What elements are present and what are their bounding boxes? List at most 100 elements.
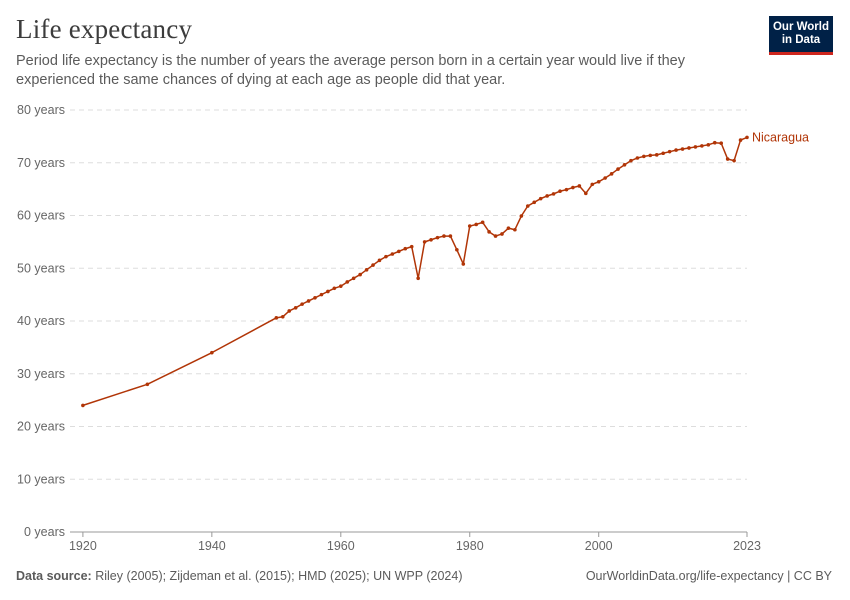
data-point[interactable] bbox=[319, 292, 324, 297]
data-point[interactable] bbox=[210, 350, 214, 355]
data-point[interactable] bbox=[745, 135, 749, 140]
data-point[interactable] bbox=[596, 179, 601, 184]
x-axis: 1920 1940 1960 1980 2000 2023 bbox=[69, 531, 761, 553]
data-point[interactable] bbox=[706, 143, 711, 147]
data-point[interactable] bbox=[403, 246, 408, 251]
data-point[interactable] bbox=[332, 286, 337, 291]
x-tick-label: 2000 bbox=[585, 539, 613, 553]
data-point[interactable] bbox=[622, 163, 627, 167]
y-tick-label: 60 years bbox=[17, 209, 65, 223]
data-point[interactable] bbox=[564, 187, 569, 192]
data-point[interactable] bbox=[345, 280, 350, 284]
data-point[interactable] bbox=[661, 151, 665, 156]
grid-lines bbox=[70, 109, 747, 480]
data-point[interactable] bbox=[571, 185, 575, 190]
data-point[interactable] bbox=[667, 149, 672, 154]
data-point[interactable] bbox=[584, 191, 588, 196]
y-tick-label: 70 years bbox=[17, 156, 65, 170]
data-point[interactable] bbox=[532, 200, 537, 205]
data-point[interactable] bbox=[674, 148, 678, 152]
data-point[interactable] bbox=[725, 157, 730, 161]
data-point[interactable] bbox=[538, 196, 543, 201]
data-point[interactable] bbox=[313, 295, 317, 300]
data-point[interactable] bbox=[274, 316, 279, 320]
data-point[interactable] bbox=[442, 234, 446, 238]
data-point[interactable] bbox=[326, 289, 330, 294]
data-point[interactable] bbox=[416, 276, 420, 281]
x-tick-label: 1980 bbox=[456, 539, 484, 553]
data-point[interactable] bbox=[461, 262, 466, 266]
data-point[interactable] bbox=[364, 268, 369, 272]
data-point[interactable] bbox=[455, 247, 459, 252]
data-point[interactable] bbox=[577, 184, 582, 188]
data-point[interactable] bbox=[351, 276, 356, 281]
data-point[interactable] bbox=[493, 234, 498, 238]
data-point[interactable] bbox=[384, 254, 388, 259]
data-point[interactable] bbox=[513, 227, 517, 232]
x-tick-label: 1960 bbox=[327, 539, 355, 553]
data-point[interactable] bbox=[629, 158, 633, 163]
data-point[interactable] bbox=[467, 224, 472, 228]
y-tick-label: 40 years bbox=[17, 314, 65, 328]
data-point[interactable] bbox=[654, 153, 659, 157]
series-layer: Nicaragua bbox=[81, 130, 809, 408]
series-label[interactable]: Nicaragua bbox=[752, 130, 809, 144]
y-tick-label: 30 years bbox=[17, 367, 65, 381]
data-source-text[interactable]: Riley (2005); Zijdeman et al. (2015); HM… bbox=[95, 569, 463, 583]
data-point[interactable] bbox=[738, 138, 743, 142]
data-point[interactable] bbox=[371, 263, 375, 267]
x-tick-label: 2023 bbox=[733, 539, 761, 553]
y-tick-label: 0 years bbox=[24, 525, 65, 539]
chart-subtitle: Period life expectancy is the number of … bbox=[16, 53, 685, 88]
data-point[interactable] bbox=[700, 144, 704, 148]
data-point[interactable] bbox=[287, 309, 292, 313]
data-point[interactable] bbox=[506, 226, 511, 230]
data-point[interactable] bbox=[732, 158, 736, 163]
data-point[interactable] bbox=[358, 272, 362, 277]
data-point[interactable] bbox=[480, 220, 485, 225]
data-point[interactable] bbox=[609, 172, 614, 176]
data-point[interactable] bbox=[635, 156, 640, 160]
data-point[interactable] bbox=[590, 182, 595, 187]
series-line[interactable] bbox=[82, 136, 748, 407]
data-point[interactable] bbox=[680, 147, 685, 151]
data-point[interactable] bbox=[280, 314, 285, 319]
data-point[interactable] bbox=[81, 403, 85, 408]
owid-logo[interactable]: Our World in Data bbox=[769, 16, 833, 55]
data-point[interactable] bbox=[719, 141, 724, 146]
y-tick-label: 10 years bbox=[17, 472, 65, 486]
data-point[interactable] bbox=[145, 382, 150, 387]
source-url[interactable]: OurWorldinData.org/life-expectancy | CC … bbox=[585, 569, 832, 583]
data-point[interactable] bbox=[603, 176, 607, 180]
data-point[interactable] bbox=[474, 222, 479, 227]
data-point[interactable] bbox=[500, 232, 504, 236]
data-point[interactable] bbox=[558, 189, 562, 194]
data-point[interactable] bbox=[300, 302, 304, 306]
data-point[interactable] bbox=[390, 252, 395, 256]
data-point[interactable] bbox=[409, 244, 414, 249]
data-point[interactable] bbox=[519, 214, 524, 218]
data-point[interactable] bbox=[693, 145, 698, 149]
data-point[interactable] bbox=[525, 204, 530, 208]
data-point[interactable] bbox=[616, 167, 620, 171]
data-point[interactable] bbox=[551, 192, 556, 196]
data-point[interactable] bbox=[435, 235, 440, 240]
data-point[interactable] bbox=[422, 240, 427, 244]
data-point[interactable] bbox=[687, 146, 691, 150]
data-point[interactable] bbox=[377, 258, 382, 263]
data-point[interactable] bbox=[448, 234, 453, 238]
data-point[interactable] bbox=[642, 154, 646, 159]
data-point[interactable] bbox=[648, 153, 653, 158]
data-source-label: Data source: bbox=[16, 569, 92, 583]
data-point[interactable] bbox=[487, 230, 491, 234]
data-point[interactable] bbox=[397, 249, 401, 254]
data-point[interactable] bbox=[293, 306, 298, 310]
data-point[interactable] bbox=[712, 140, 717, 145]
x-tick-label: 1940 bbox=[198, 539, 226, 553]
data-point[interactable] bbox=[429, 237, 433, 242]
data-point[interactable] bbox=[545, 194, 549, 198]
y-tick-label: 20 years bbox=[17, 420, 65, 434]
data-point[interactable] bbox=[306, 299, 311, 303]
data-point[interactable] bbox=[339, 284, 343, 288]
